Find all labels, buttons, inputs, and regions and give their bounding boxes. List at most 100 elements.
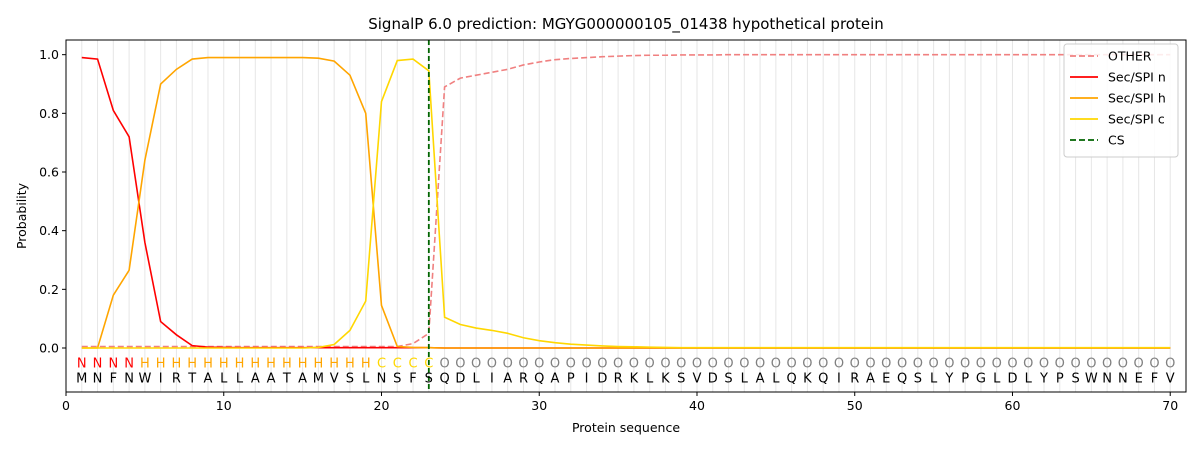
region-label: O <box>944 357 954 372</box>
region-label: C <box>377 357 386 372</box>
residue-label: K <box>661 371 670 386</box>
residue-label: S <box>677 371 685 386</box>
residue-label: I <box>585 371 589 386</box>
region-label: N <box>124 357 134 372</box>
region-label: H <box>156 357 166 372</box>
residue-label: R <box>519 371 528 386</box>
region-label: H <box>219 357 229 372</box>
x-tick-label: 20 <box>374 398 390 413</box>
residue-label: L <box>930 371 938 386</box>
residue-label: F <box>110 371 117 386</box>
residue-label: L <box>473 371 481 386</box>
residue-label: P <box>961 371 969 386</box>
legend-label: OTHER <box>1108 49 1152 64</box>
residue-label: M <box>76 371 87 386</box>
residue-label: S <box>425 371 433 386</box>
region-label: O <box>960 357 970 372</box>
residue-label: K <box>803 371 812 386</box>
region-label: H <box>298 357 308 372</box>
residue-label: L <box>646 371 654 386</box>
residue-label: A <box>204 371 213 386</box>
region-label: O <box>518 357 528 372</box>
region-label: H <box>329 357 339 372</box>
region-label: O <box>708 357 718 372</box>
region-label: O <box>913 357 923 372</box>
residue-label: A <box>267 371 276 386</box>
region-label: C <box>424 357 433 372</box>
region-label: O <box>550 357 560 372</box>
residue-label: D <box>708 371 718 386</box>
region-label: O <box>1102 357 1112 372</box>
y-tick-label: 0.2 <box>39 282 59 297</box>
region-label: O <box>1118 357 1128 372</box>
region-label: O <box>597 357 607 372</box>
region-label: O <box>455 357 465 372</box>
region-label: H <box>235 357 245 372</box>
residue-label: S <box>724 371 732 386</box>
region-label: O <box>645 357 655 372</box>
region-label: H <box>203 357 213 372</box>
residue-label: V <box>330 371 339 386</box>
axis-layer: 0 10 20 30 40 50 60 70 0.0 0.2 0.4 0.6 0.8 1.0 <box>39 47 1178 413</box>
residue-label: N <box>377 371 387 386</box>
x-tick-label: 0 <box>62 398 70 413</box>
residue-label: Y <box>944 371 953 386</box>
region-label: O <box>897 357 907 372</box>
region-label: O <box>1055 357 1065 372</box>
residue-label: Q <box>897 371 907 386</box>
region-label: O <box>676 357 686 372</box>
series-line-other <box>81 53 1171 348</box>
residue-label: L <box>741 371 749 386</box>
residue-label: R <box>172 371 181 386</box>
x-axis-label: Protein sequence <box>572 420 680 435</box>
region-label: N <box>108 357 118 372</box>
residue-label: A <box>551 371 560 386</box>
residue-label: W <box>1085 371 1098 386</box>
residue-label: G <box>976 371 986 386</box>
residue-label: S <box>346 371 354 386</box>
region-label: H <box>361 357 371 372</box>
region-label: O <box>692 357 702 372</box>
region-label: H <box>282 357 292 372</box>
residue-label: E <box>882 371 890 386</box>
legend-label: Sec/SPI h <box>1108 91 1166 106</box>
residue-label: R <box>850 371 859 386</box>
residue-label: S <box>914 371 922 386</box>
legend-label: CS <box>1108 133 1125 148</box>
region-label: O <box>1007 357 1017 372</box>
residue-label: Q <box>534 371 544 386</box>
region-label: O <box>534 357 544 372</box>
residue-label: N <box>124 371 134 386</box>
residue-label: K <box>630 371 639 386</box>
region-label: O <box>802 357 812 372</box>
residue-label: R <box>614 371 623 386</box>
residue-label: A <box>251 371 260 386</box>
residue-label: D <box>1007 371 1017 386</box>
residue-label: P <box>1056 371 1064 386</box>
residue-label: N <box>93 371 103 386</box>
region-label: H <box>140 357 150 372</box>
x-tick-label: 70 <box>1162 398 1178 413</box>
region-label: O <box>834 357 844 372</box>
legend-box <box>1063 43 1179 158</box>
sequence-labels: NMNNNFNNHWHIHRHTHAHLHLHAHAHTHAHMHVHSHLCN… <box>76 357 1175 387</box>
region-label: O <box>1023 357 1033 372</box>
region-label: O <box>1165 357 1175 372</box>
residue-label: D <box>455 371 465 386</box>
region-label: O <box>928 357 938 372</box>
residue-label: L <box>772 371 780 386</box>
x-tick-label: 10 <box>216 398 232 413</box>
residue-label: T <box>187 371 196 386</box>
x-tick-label: 60 <box>1005 398 1021 413</box>
x-tick-label: 50 <box>847 398 863 413</box>
region-label: O <box>566 357 576 372</box>
residue-label: N <box>1118 371 1128 386</box>
residue-label: M <box>313 371 324 386</box>
residue-label: P <box>567 371 575 386</box>
region-label: O <box>439 357 449 372</box>
chart-title: SignalP 6.0 prediction: MGYG000000105_01… <box>368 15 884 34</box>
y-axis-label: Probability <box>14 182 29 249</box>
plot-frame <box>65 39 1187 393</box>
residue-label: I <box>159 371 163 386</box>
